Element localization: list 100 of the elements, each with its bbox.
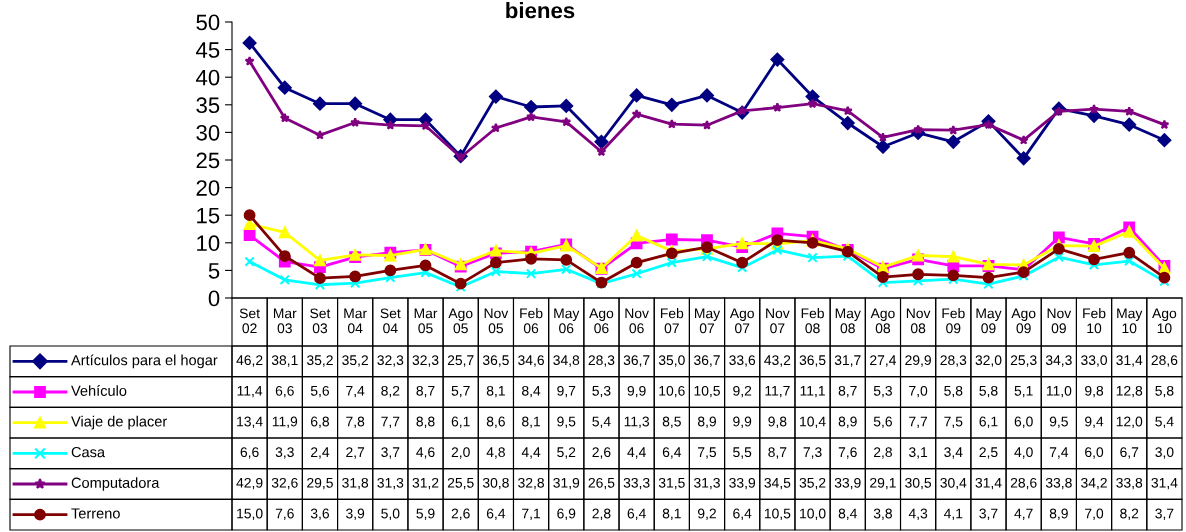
data-label: 28,3 bbox=[588, 355, 615, 367]
data-label: 5,3 bbox=[592, 385, 611, 398]
data-label: 5,0 bbox=[381, 508, 400, 521]
data-label: 36,7 bbox=[694, 355, 720, 367]
y-tick-label: 0 bbox=[208, 290, 220, 307]
data-label: 28,3 bbox=[940, 355, 967, 367]
data-label: 6,4 bbox=[627, 508, 646, 521]
y-tick-label: 5 bbox=[208, 263, 220, 279]
data-label: 9,8 bbox=[1085, 385, 1104, 398]
data-label: 28,6 bbox=[1151, 355, 1178, 367]
data-label: 5,2 bbox=[557, 447, 576, 459]
data-label: 7,7 bbox=[909, 416, 928, 429]
data-label: 34,3 bbox=[1045, 355, 1072, 367]
data-label: 36,5 bbox=[482, 355, 509, 367]
data-label: 12,0 bbox=[1116, 416, 1143, 429]
data-label: 27,4 bbox=[870, 355, 897, 367]
data-label: 8,1 bbox=[486, 385, 505, 398]
data-label: 7,6 bbox=[838, 447, 857, 459]
x-tick-label: Ago 08 bbox=[870, 308, 895, 334]
x-tick-label: Ago 07 bbox=[729, 308, 754, 334]
legend-label: Artículos para el hogar bbox=[71, 354, 218, 369]
data-label: 4,6 bbox=[416, 447, 435, 459]
data-label: 5,6 bbox=[873, 416, 892, 429]
x-tick-label: Nov 07 bbox=[766, 308, 790, 334]
x-tick-label: Ago 06 bbox=[589, 308, 614, 334]
data-label: 10,6 bbox=[659, 385, 685, 398]
legend-label: Casa bbox=[71, 446, 106, 458]
data-label: 6,4 bbox=[733, 508, 752, 521]
data-label: 46,2 bbox=[236, 355, 263, 367]
data-label: 30,4 bbox=[940, 477, 967, 490]
data-label: 3,7 bbox=[979, 508, 998, 521]
data-label: 6,1 bbox=[451, 416, 470, 429]
x-tick-label: May 08 bbox=[835, 308, 861, 334]
data-label: 2,6 bbox=[451, 508, 470, 521]
data-label: 31,9 bbox=[553, 477, 580, 490]
data-label: 4,4 bbox=[627, 447, 646, 459]
data-label: 10,5 bbox=[694, 385, 720, 398]
data-label: 2,5 bbox=[979, 447, 998, 459]
y-tick-label: 10 bbox=[197, 235, 220, 252]
data-label: 3,4 bbox=[944, 447, 963, 459]
data-label: 8,9 bbox=[838, 416, 857, 429]
data-label: 8,1 bbox=[522, 416, 541, 429]
x-tick-label: Feb 09 bbox=[942, 308, 965, 334]
data-label: 31,2 bbox=[412, 477, 439, 490]
data-label: 6,4 bbox=[486, 508, 506, 521]
data-label: 29,5 bbox=[307, 477, 333, 490]
x-tick-label: Ago 05 bbox=[448, 308, 473, 334]
data-label: 8,2 bbox=[1120, 508, 1139, 521]
data-label: 32,0 bbox=[975, 355, 1002, 367]
data-label: 7,6 bbox=[275, 508, 294, 521]
data-label: 3,7 bbox=[1155, 508, 1174, 521]
data-label: 31,8 bbox=[342, 477, 369, 490]
data-label: 4,1 bbox=[943, 508, 963, 521]
data-label: 9,5 bbox=[557, 416, 576, 429]
data-label: 32,8 bbox=[518, 477, 544, 490]
y-tick-label: 50 bbox=[196, 14, 220, 31]
data-label: 10,4 bbox=[800, 416, 826, 429]
data-label: 6,0 bbox=[1014, 416, 1033, 429]
data-label: 9,2 bbox=[733, 385, 752, 398]
data-label: 31,7 bbox=[834, 355, 861, 367]
data-label: 35,2 bbox=[342, 355, 368, 367]
data-label: 7,1 bbox=[522, 508, 541, 521]
x-tick-label: Nov 05 bbox=[484, 308, 509, 334]
data-label: 9,8 bbox=[768, 416, 787, 429]
data-label: 6,0 bbox=[1085, 447, 1104, 459]
data-label: 31,4 bbox=[1151, 477, 1178, 490]
data-label: 5,4 bbox=[592, 416, 611, 429]
data-label: 11,4 bbox=[237, 386, 263, 398]
data-label: 31,4 bbox=[1116, 355, 1143, 367]
data-label: 9,2 bbox=[698, 508, 716, 521]
data-label: 34,2 bbox=[1081, 477, 1107, 490]
data-label: 3,0 bbox=[1155, 447, 1174, 459]
data-label: 33,8 bbox=[1045, 477, 1072, 490]
data-label: 13,4 bbox=[237, 416, 263, 429]
data-label: 4,4 bbox=[521, 447, 541, 459]
x-tick-label: Mar 03 bbox=[273, 308, 297, 334]
data-label: 5,8 bbox=[979, 385, 998, 398]
x-tick-label: Set 02 bbox=[239, 308, 260, 334]
data-label: 5,3 bbox=[873, 385, 892, 398]
y-tick-label: 40 bbox=[195, 69, 220, 86]
data-label: 8,7 bbox=[768, 447, 787, 459]
data-label: 7,5 bbox=[698, 447, 717, 459]
chart-title: bienes bbox=[506, 2, 575, 19]
x-tick-label: Mar 05 bbox=[414, 308, 438, 334]
data-label: 32,3 bbox=[377, 355, 404, 367]
data-label: 6,6 bbox=[240, 447, 259, 459]
data-label: 31,3 bbox=[377, 477, 404, 490]
data-label: 6,1 bbox=[979, 416, 998, 429]
data-label: 38,1 bbox=[271, 355, 298, 367]
data-label: 34,8 bbox=[553, 355, 580, 367]
x-tick-label: Feb 07 bbox=[660, 308, 684, 334]
x-tick-label: May 10 bbox=[1117, 308, 1143, 334]
data-label: 3,8 bbox=[873, 508, 892, 521]
data-label: 2,8 bbox=[873, 447, 892, 459]
data-label: 15,0 bbox=[237, 508, 263, 521]
data-label: 6,7 bbox=[1120, 447, 1139, 459]
data-label: 33,8 bbox=[1116, 477, 1143, 490]
data-label: 8,9 bbox=[697, 416, 716, 429]
data-label: 5,8 bbox=[944, 385, 963, 398]
x-tick-label: Feb 10 bbox=[1083, 308, 1106, 334]
